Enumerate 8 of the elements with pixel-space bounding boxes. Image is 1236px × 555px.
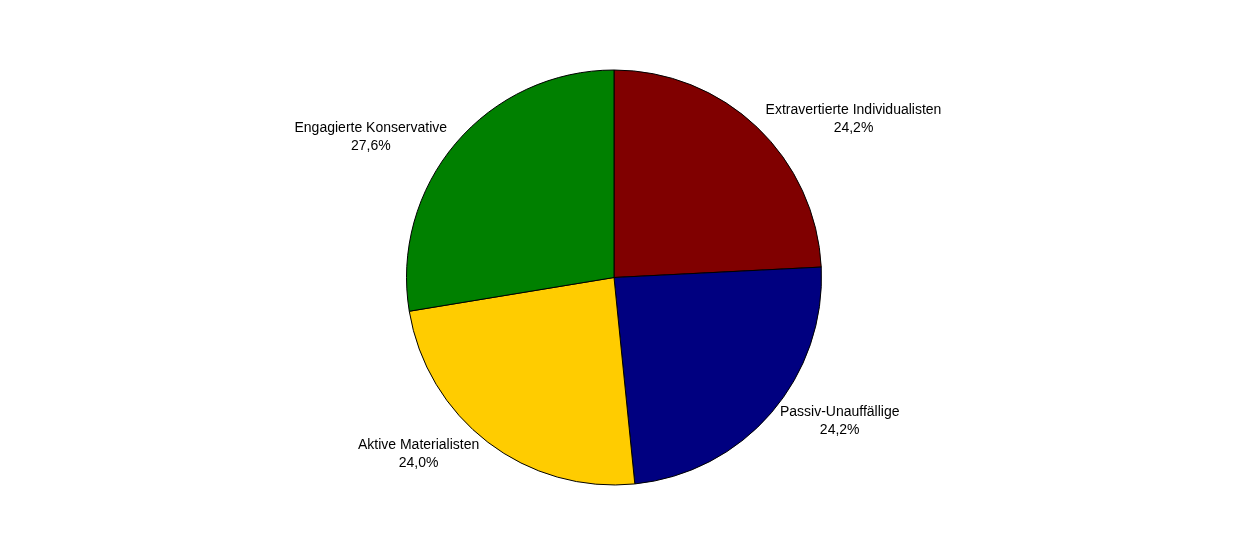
slice-label: Extravertierte Individualisten <box>765 101 942 118</box>
data-label: 27,6% <box>350 137 391 154</box>
slice-label: Aktive Materialisten <box>357 435 480 452</box>
data-label: 24,2% <box>833 119 874 136</box>
slice-label: Passiv-Unauffällige <box>779 402 900 419</box>
data-label: 24,2% <box>819 421 860 438</box>
slice-label: Engagierte Konservative <box>294 118 448 135</box>
data-label: 24,0% <box>398 454 439 471</box>
